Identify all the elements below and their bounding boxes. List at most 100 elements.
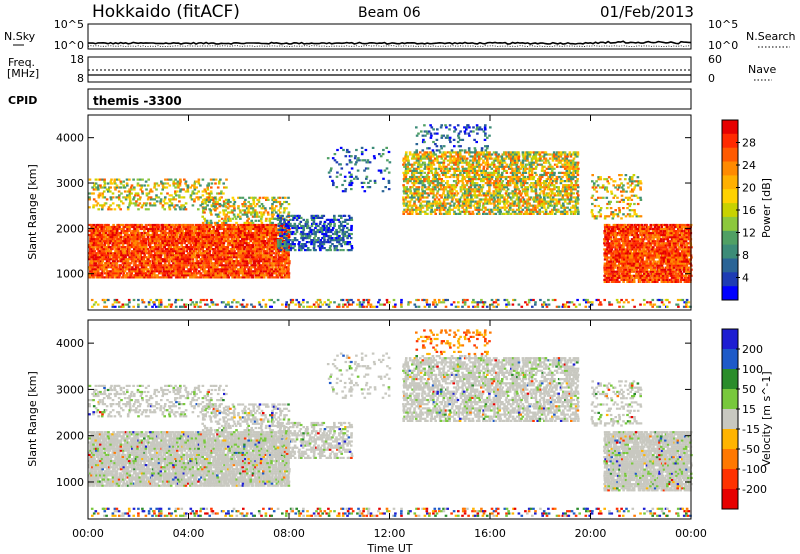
power-cell [474,200,477,203]
power-cell [279,272,282,275]
power-cell [130,184,134,187]
power-cell [295,226,299,230]
power-cell [234,274,238,277]
power-cell [173,227,177,231]
power-cell [241,203,244,206]
power-cell [262,225,265,229]
power-cell [147,270,150,273]
power-cell [97,244,101,247]
power-cell [430,167,433,170]
power-cell [270,207,274,210]
power-cell [477,208,481,211]
power-cell [264,274,267,277]
power-cell [402,178,406,181]
power-cell [206,225,209,229]
power-cell [387,171,391,174]
power-cell [503,208,507,211]
power-cell [241,225,245,229]
power-cell [247,248,250,251]
power-cell [94,268,98,271]
power-cell [521,204,525,207]
power-cell [136,260,140,263]
power-cell [231,244,234,247]
power-cell [363,190,367,193]
power-cell [323,237,326,240]
power-cell [191,246,195,249]
power-cell [237,235,240,239]
power-cell [130,225,134,229]
power-cell [230,270,234,273]
power-cell [214,233,218,237]
power-cell [254,219,258,222]
power-cell [235,221,238,224]
power-cell [484,182,488,185]
power-cell [94,231,98,235]
power-cell [203,264,206,267]
power-cell [417,161,421,164]
power-cell [503,204,507,207]
power-cell [243,256,247,259]
power-cell [514,190,517,193]
power-cell [304,220,308,223]
power-cell [468,186,471,189]
power-cell [283,276,286,279]
power-cell [204,202,207,205]
power-cell [292,230,295,234]
power-cell [130,276,134,279]
power-cell [278,196,282,199]
power-cell [134,233,138,237]
power-cell [107,274,111,277]
power-cell [252,203,255,206]
power-cell [203,211,206,214]
power-cell [197,178,201,181]
power-cell [320,226,324,230]
power-cell [283,258,286,261]
power-cell [225,276,228,279]
power-cell [453,192,456,195]
power-cell [232,238,236,241]
power-cell [415,208,418,211]
power-cell [524,178,527,181]
power-cell [454,180,458,183]
power-cell [217,215,221,218]
power-cell [224,238,227,241]
power-cell [224,205,227,208]
power-cell [496,157,500,160]
power-cell [426,192,429,195]
power-cell [92,223,96,227]
power-cell [314,249,317,252]
power-cell [231,274,234,277]
power-cell [199,196,202,199]
power-cell [350,245,354,248]
power-cell [197,260,200,263]
power-cell [172,266,175,269]
power-cell [223,274,226,277]
power-cell [467,188,471,191]
power-cell [304,222,308,225]
power-cell [109,270,112,273]
power-cell [449,157,452,160]
power-cell [265,272,268,275]
power-cell [502,159,506,162]
power-cell [220,264,224,267]
power-cell [271,209,274,212]
power-cell [266,229,270,233]
power-cell [218,180,221,183]
power-cell [254,276,258,279]
power-cell [371,146,375,149]
power-cell [174,198,178,201]
power-cell [471,155,475,158]
power-cell [412,167,416,170]
power-cell [190,198,194,201]
power-cell [442,165,446,168]
power-cell [403,161,406,164]
power-cell [99,266,102,269]
power-cell [222,254,226,257]
power-cell [281,260,284,263]
power-cell [151,266,154,269]
power-cell [235,252,238,255]
power-cell [241,264,244,267]
power-cell [247,200,250,204]
power-cell [488,180,492,183]
power-cell [147,238,150,241]
